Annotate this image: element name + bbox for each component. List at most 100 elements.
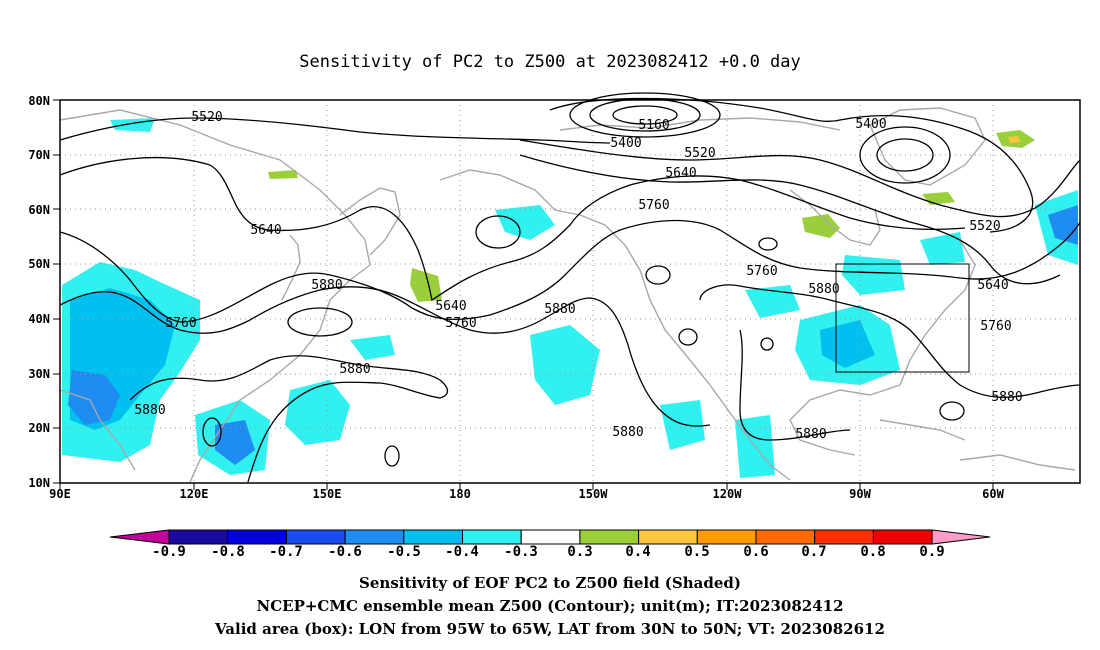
contour-5160-low-inner — [612, 105, 678, 125]
contour-nw-pacific-high — [287, 307, 353, 337]
shade-midpacific-cyan-2 — [530, 325, 600, 405]
contour-canada-low — [758, 237, 778, 251]
y-tick-label: 60N — [28, 203, 50, 217]
shade-east-asia-cyan — [285, 380, 350, 445]
valid-area-box — [835, 263, 970, 373]
contour-label: 5760 — [445, 316, 476, 331]
contour-5400-greenland-low — [859, 126, 951, 184]
colorbar: -0.9 -0.8 -0.7 -0.6 -0.5 -0.4 -0.3 0.3 0… — [109, 529, 991, 560]
contour-east-china-high — [384, 445, 400, 467]
shade-alaska-cyan — [495, 205, 555, 240]
colorbar-label: -0.7 — [269, 544, 303, 560]
colorbar-swatch — [344, 529, 405, 545]
contour-ne-pacific-low — [645, 265, 671, 285]
x-tick-label: 120E — [180, 487, 209, 501]
coast-indochina — [59, 389, 136, 471]
x-tick-label: 150E — [313, 487, 342, 501]
map-panel: 5520 5640 5880 5760 5880 5880 5640 5760 … — [59, 92, 1081, 484]
contour-5760-west — [59, 219, 1081, 323]
shade-canada-cyan — [920, 232, 965, 265]
y-tick-label: 30N — [28, 367, 50, 381]
contour-label: 5760 — [746, 264, 777, 279]
colorbar-swatch — [227, 529, 287, 545]
colorbar-arrow-low — [109, 529, 170, 545]
contour-label: 5520 — [969, 219, 1000, 234]
x-tick-label: 180 — [449, 487, 471, 501]
contour-label: 5640 — [665, 166, 696, 181]
contour-label: 5520 — [191, 110, 222, 125]
shade-arctic-cyan — [110, 118, 155, 132]
caption-valid-area: Valid area (box): LON from 95W to 65W, L… — [214, 620, 885, 638]
colorbar-label: 0.8 — [860, 544, 885, 560]
shade-midpacific-cyan-1 — [350, 335, 395, 360]
caption-shaded: Sensitivity of EOF PC2 to Z500 field (Sh… — [359, 574, 741, 592]
colorbar-swatch — [638, 529, 698, 545]
contour-5280-greenland-low — [876, 138, 934, 172]
contour-5880-east-ring — [699, 284, 1081, 398]
contour-label: 5880 — [612, 425, 643, 440]
colorbar-label: 0.4 — [625, 544, 650, 560]
y-axis-labels: 80N 70N 60N 50N 40N 30N 20N 10N — [28, 94, 50, 490]
colorbar-label: -0.4 — [445, 544, 479, 560]
colorbar-swatch — [755, 529, 816, 545]
contour-5640-north — [519, 154, 1061, 285]
colorbar-swatch — [462, 529, 522, 545]
coast-kamchatka — [339, 187, 401, 256]
colorbar-label: 0.6 — [743, 544, 768, 560]
colorbar-swatch — [814, 529, 874, 545]
colorbar-label: -0.5 — [387, 544, 421, 560]
contour-label: 5640 — [435, 299, 466, 314]
x-tick-label: 120W — [713, 487, 743, 501]
coast-east-us — [869, 239, 976, 396]
contour-label: 5400 — [855, 117, 886, 132]
shade-southwest-us-cyan — [745, 285, 800, 318]
contour-label: 5160 — [638, 118, 669, 133]
y-tick-label: 20N — [28, 421, 50, 435]
y-tick-label: 80N — [28, 94, 50, 108]
contour-caribbean-high — [939, 401, 965, 421]
contour-label: 5640 — [977, 278, 1008, 293]
colorbar-swatch — [168, 529, 229, 545]
colorbar-label: -0.8 — [211, 544, 245, 560]
coast-alaska — [439, 169, 651, 301]
colorbar-label: 0.3 — [567, 544, 592, 560]
coast-canada-arctic — [559, 117, 841, 131]
shade-positive-kamchatka — [410, 268, 442, 302]
y-tick-label: 10N — [28, 476, 50, 490]
x-tick-label: 60W — [982, 487, 1004, 501]
y-tick-label: 40N — [28, 312, 50, 326]
colorbar-labels: -0.9 -0.8 -0.7 -0.6 -0.5 -0.4 -0.3 0.3 0… — [152, 544, 945, 560]
y-tick-label: 50N — [28, 257, 50, 271]
contour-5520-west — [59, 117, 611, 144]
contour-label: 5880 — [991, 390, 1022, 405]
coast-hudson-bay — [789, 189, 881, 246]
contour-label: 5880 — [339, 362, 370, 377]
colorbar-label: 0.5 — [684, 544, 709, 560]
colorbar-swatch — [872, 529, 933, 545]
contour-label: 5640 — [250, 223, 281, 238]
contour-ne-pacific-high — [678, 328, 698, 346]
shade-positive-siberia — [268, 170, 298, 179]
contour-labels: 5520 5640 5880 5760 5880 5880 5640 5760 … — [134, 110, 1022, 442]
contour-5880-main — [59, 286, 711, 427]
colorbar-label: 0.9 — [919, 544, 944, 560]
coast-gulf — [789, 389, 871, 456]
contour-5520-north — [519, 139, 1081, 218]
contour-label: 5760 — [980, 319, 1011, 334]
colorbar-label: 0.7 — [801, 544, 826, 560]
colorbar-swatch — [285, 529, 346, 545]
contour-5880-south — [129, 355, 449, 483]
contour-label: 5760 — [165, 316, 196, 331]
shade-west-pacific-deep — [68, 370, 120, 425]
figure-title: Sensitivity of PC2 to Z500 at 2023082412… — [299, 52, 801, 72]
contour-label: 5880 — [134, 403, 165, 418]
colorbar-swatch — [520, 529, 581, 545]
caption-contour: NCEP+CMC ensemble mean Z500 (Contour); u… — [257, 597, 844, 615]
captions: Sensitivity of EOF PC2 to Z500 field (Sh… — [214, 574, 885, 638]
colorbar-swatch — [579, 529, 640, 545]
coastlines — [59, 107, 1076, 483]
shade-midpacific-cyan-3 — [660, 400, 705, 450]
contour-5880-us-south — [739, 329, 851, 441]
axis-ticks — [53, 99, 994, 490]
coast-south-america — [959, 454, 1076, 471]
